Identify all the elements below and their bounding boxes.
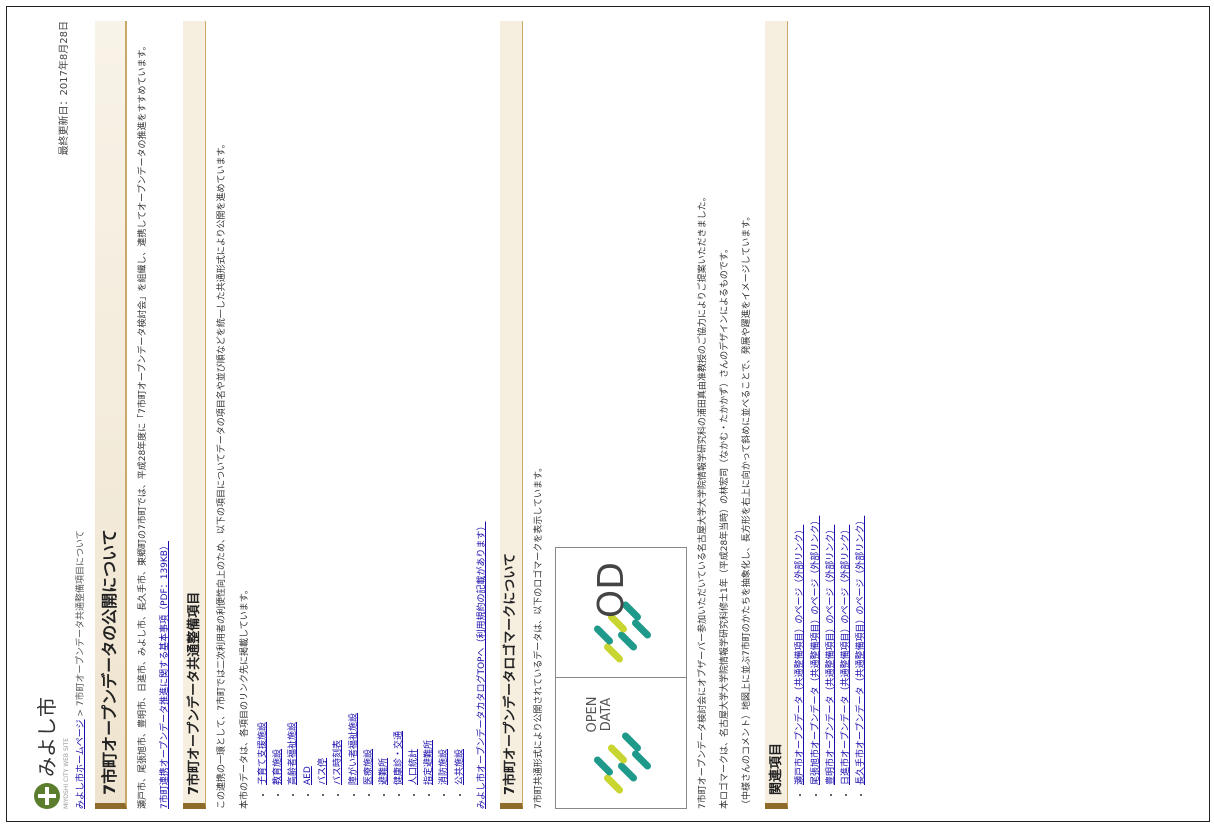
item-link[interactable]: 指定避難所: [424, 739, 435, 785]
item-link[interactable]: 人口統計: [409, 748, 420, 785]
list-item[interactable]: 尾張旭市オープンデータ（共通整備項目）のページ（外部リンク）: [810, 21, 822, 785]
site-subtitle: MIYOSHI CITY WEB SITE: [62, 738, 70, 809]
related-link[interactable]: 尾張旭市オープンデータ（共通整備項目）のページ（外部リンク）: [810, 515, 821, 785]
related-link[interactable]: 日進市オープンデータ（共通整備項目）のページ（外部リンク）: [840, 524, 851, 785]
logo-od-text: OD: [590, 562, 632, 619]
list-item[interactable]: 健康診・交通: [393, 21, 405, 785]
page-frame: みよし市 MIYOSHI CITY WEB SITE 最終更新日：2017年8月…: [6, 6, 1210, 822]
intro-text: 瀬戸市、尾張旭市、豊明市、日進市、みよし市、長久手市、東郷町の7市町では、平成2…: [138, 41, 149, 809]
item-link[interactable]: 教育施設: [272, 748, 283, 785]
item-link[interactable]: 高齢者福祉施設: [287, 721, 298, 785]
section-logo-heading: 7市町オープンデータロゴマークについて: [499, 21, 523, 809]
logo-credit-text: 7市町オープンデータ検討会にオブザーバー参加いただいている名古屋大学大学院情報学…: [697, 192, 708, 809]
list-item[interactable]: 長久手市オープンデータ（共通整備項目）のページ（外部リンク）: [855, 21, 867, 785]
page-title: 7市町オープンデータの公開について: [95, 21, 128, 809]
list-item[interactable]: 消防施設: [438, 21, 450, 785]
list-item[interactable]: 医療施設: [363, 21, 375, 785]
item-link[interactable]: AED: [303, 766, 314, 785]
list-item[interactable]: 日進市オープンデータ（共通整備項目）のページ（外部リンク）: [840, 21, 852, 785]
section-common-items-text: この連携の一環として、7市町では二次利用者の利便性向上のため、以下の項目について…: [217, 139, 228, 809]
page-header: みよし市 MIYOSHI CITY WEB SITE 最終更新日：2017年8月…: [11, 21, 71, 809]
breadcrumb-home-link[interactable]: みよし市ホームページ: [76, 719, 86, 809]
section-common-items-note: 本市のデータは、各項目のリンク先に掲載しています。: [239, 585, 250, 809]
list-item[interactable]: 瀬戸市オープンデータ（共通整備項目）のページ（外部リンク）: [794, 21, 806, 785]
logo-designer-text: 本ロゴマークは、名古屋大学大学院情報学研究科修士1年（平成28年当時）の林宏司（…: [720, 243, 731, 809]
related-links-list: 瀬戸市オープンデータ（共通整備項目）のページ（外部リンク） 尾張旭市オープンデー…: [794, 21, 867, 809]
list-item[interactable]: 公共施設: [454, 21, 466, 785]
rotated-page: みよし市 MIYOSHI CITY WEB SITE 最終更新日：2017年8月…: [7, 11, 1207, 819]
logo-open-text: OPEN: [584, 696, 600, 733]
last-updated: 最終更新日：2017年8月28日: [58, 21, 70, 156]
item-link[interactable]: 避難所: [378, 757, 389, 785]
list-item[interactable]: バス停: [317, 21, 329, 785]
list-item[interactable]: 子育て支援施設: [257, 21, 269, 785]
related-links-heading: 関連項目: [765, 21, 789, 809]
intro-pdf-link[interactable]: 7市町連携オープンデータ推進に関する基本事項（PDF：139KB）: [160, 541, 171, 809]
site-name: みよし市: [34, 697, 59, 777]
item-link[interactable]: 子育て支援施設: [257, 721, 268, 785]
catalog-top-link[interactable]: みよし市オープンデータカタログTOPへ（利用規約の記載があります）: [476, 521, 487, 809]
section-common-items-heading: 7市町オープンデータ共通整備項目: [183, 21, 207, 809]
site-logo[interactable]: みよし市: [34, 697, 61, 809]
related-link[interactable]: 豊明市オープンデータ（共通整備項目）のページ（外部リンク）: [825, 524, 836, 785]
list-item[interactable]: 高齢者福祉施設: [287, 21, 299, 785]
logo-data-text: DATA: [599, 697, 615, 732]
open-data-logo-left: OPEN DATA: [555, 677, 686, 808]
list-item[interactable]: 人口統計: [408, 21, 420, 785]
open-data-logos: OPEN DATA OD: [554, 547, 687, 809]
list-item[interactable]: バス時刻表: [332, 21, 344, 785]
list-item[interactable]: 教育施設: [272, 21, 284, 785]
item-link[interactable]: 健康診・交通: [393, 730, 404, 785]
city-emblem-icon: [34, 783, 61, 809]
item-link[interactable]: バス時刻表: [333, 739, 344, 785]
item-link[interactable]: 公共施設: [454, 748, 465, 785]
section-logo-text: 7市町共通形式により公開されているデータは、以下のロゴマークを表示しています。: [533, 462, 544, 809]
list-item[interactable]: AED: [302, 21, 314, 785]
item-link[interactable]: 医療施設: [363, 748, 374, 785]
list-item[interactable]: 指定避難所: [423, 21, 435, 785]
list-item[interactable]: 避難所: [378, 21, 390, 785]
open-data-logo-right: OD: [555, 548, 686, 678]
list-item[interactable]: 豊明市オープンデータ（共通整備項目）のページ（外部リンク）: [825, 21, 837, 785]
related-link[interactable]: 長久手市オープンデータ（共通整備項目）のページ（外部リンク）: [855, 515, 866, 785]
breadcrumb: みよし市ホームページ > 7市町オープンデータ共通整備項目について: [75, 21, 87, 809]
item-link[interactable]: 障がい者福祉施設: [348, 712, 359, 785]
logo-comment-text: （中様さんのコメント）地図上に並ぶ7市町のかたちを抽象化し、長方形を右上に向かっ…: [742, 211, 753, 809]
item-link[interactable]: 消防施設: [439, 748, 450, 785]
common-items-list: 子育て支援施設 教育施設 高齢者福祉施設 AED バス停 バス時刻表 障がい者福…: [257, 21, 466, 809]
breadcrumb-separator: >: [76, 706, 86, 720]
list-item[interactable]: 障がい者福祉施設: [348, 21, 360, 785]
breadcrumb-current: 7市町オープンデータ共通整備項目について: [76, 530, 86, 707]
item-link[interactable]: バス停: [318, 757, 329, 785]
related-link[interactable]: 瀬戸市オープンデータ（共通整備項目）のページ（外部リンク）: [795, 524, 806, 785]
